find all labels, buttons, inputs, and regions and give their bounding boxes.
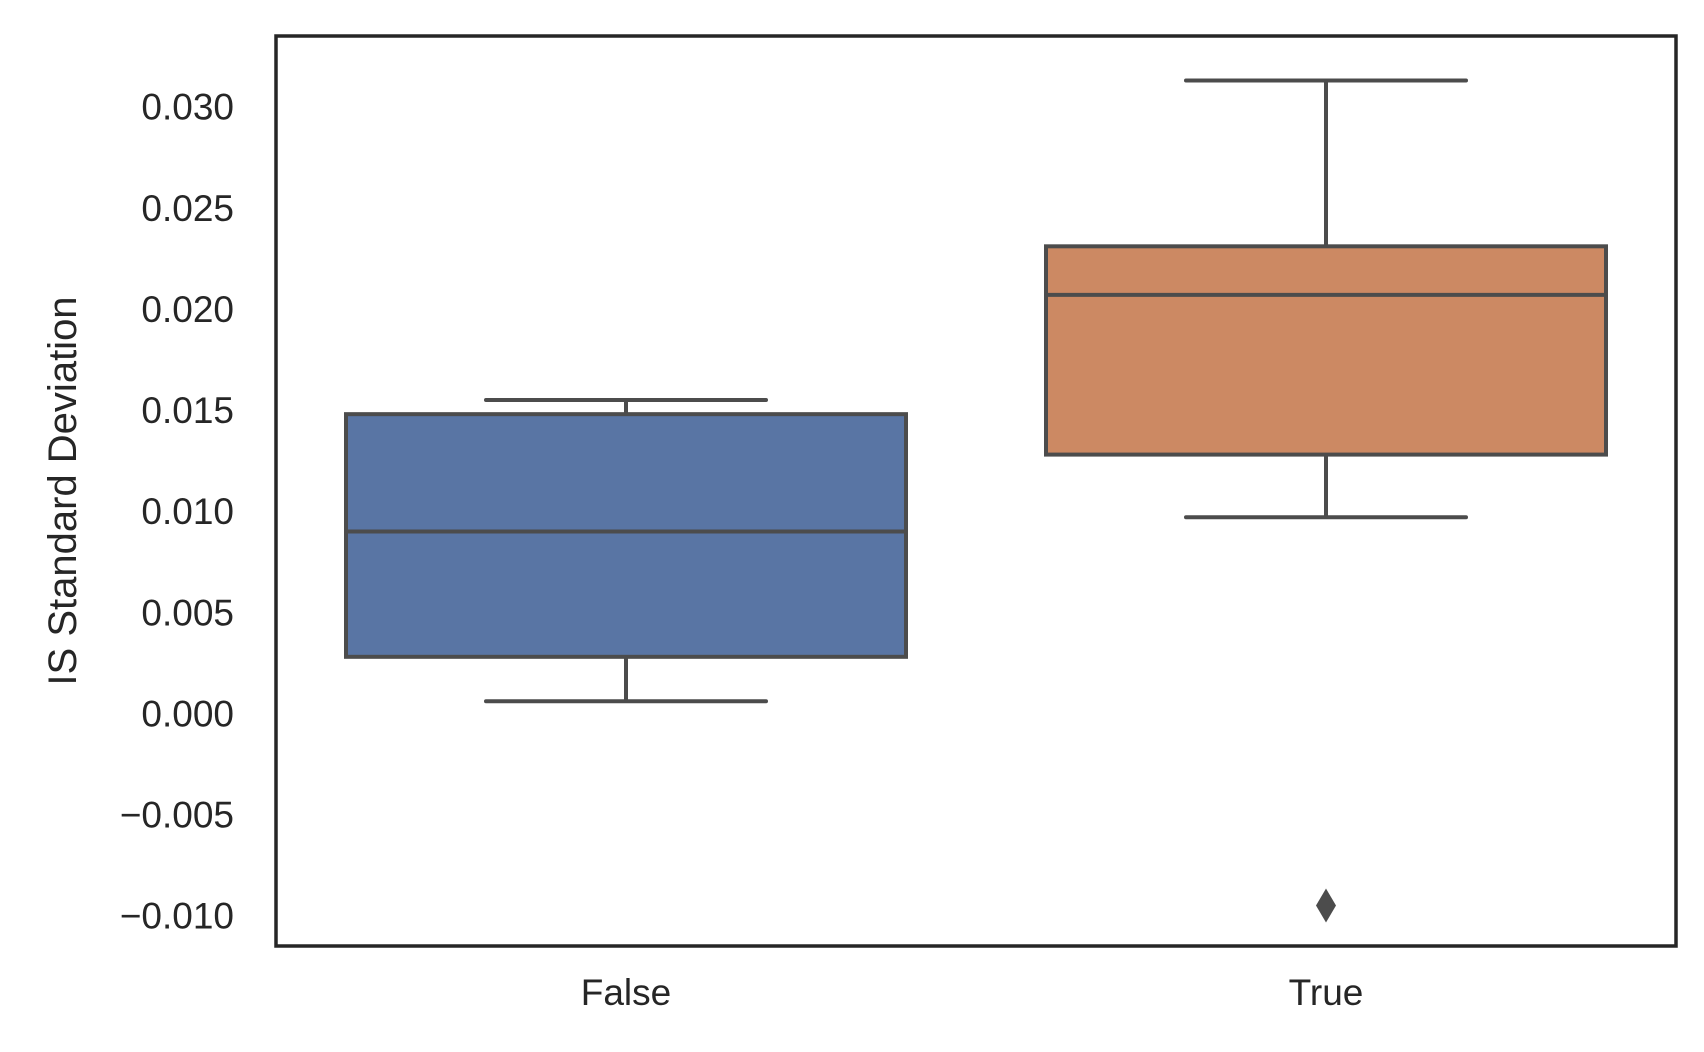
y-tick-label: 0.025 bbox=[141, 188, 234, 229]
x-tick-label: False bbox=[581, 972, 671, 1013]
plot-area bbox=[344, 78, 1608, 923]
y-tick-label: −0.005 bbox=[120, 795, 234, 836]
box-group-true bbox=[1044, 78, 1608, 923]
y-tick-label: 0.020 bbox=[141, 289, 234, 330]
y-axis-label: IS Standard Deviation bbox=[41, 296, 85, 685]
iqr-box bbox=[1044, 244, 1608, 457]
outlier-point bbox=[1316, 888, 1336, 923]
y-tick-label: 0.000 bbox=[141, 693, 234, 734]
y-tick-label: 0.010 bbox=[141, 491, 234, 532]
y-tick-label: −0.010 bbox=[120, 896, 234, 937]
y-tick-label: 0.030 bbox=[141, 87, 234, 128]
x-axis-ticks: False True bbox=[581, 972, 1364, 1013]
y-tick-label: 0.015 bbox=[141, 390, 234, 431]
y-tick-label: 0.005 bbox=[141, 592, 234, 633]
iqr-box bbox=[344, 412, 908, 659]
x-tick-label: True bbox=[1289, 972, 1364, 1013]
box-group-false bbox=[344, 398, 908, 704]
plot-frame bbox=[274, 34, 1678, 948]
y-axis-ticks: −0.010 −0.005 0.000 0.005 0.010 0.015 0.020 0.0… bbox=[120, 87, 234, 937]
